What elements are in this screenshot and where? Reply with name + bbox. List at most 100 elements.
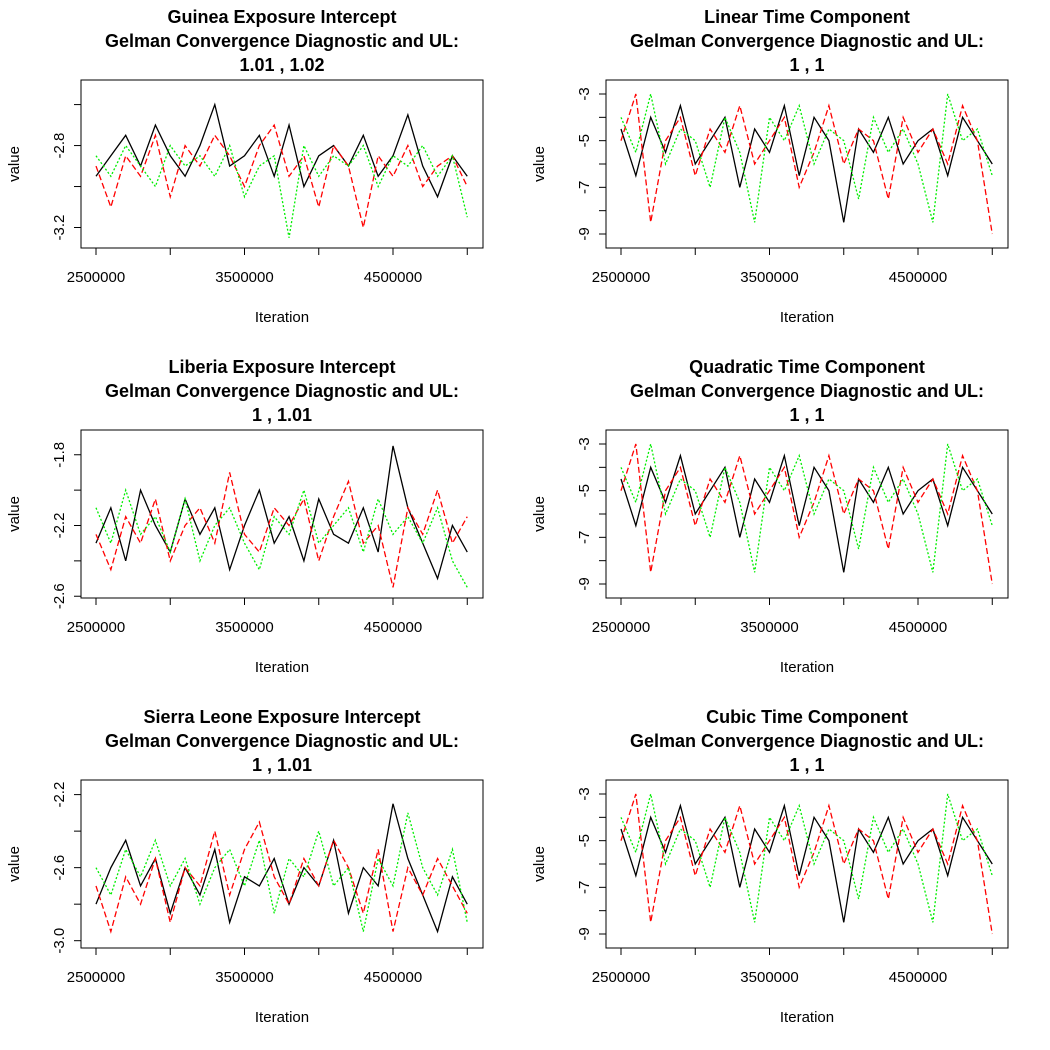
y-tick-label: -9 [576, 927, 593, 940]
y-axis-label: value [6, 846, 23, 882]
x-tick-label: 3500000 [215, 969, 273, 986]
traces [95, 803, 468, 934]
x-axis-label: Iteration [255, 659, 309, 676]
trace-line [620, 453, 993, 573]
y-tick-label: -5 [576, 834, 593, 847]
y-axis-label: value [531, 146, 548, 182]
chart-title: Gelman Convergence Diagnostic and UL: [630, 31, 984, 51]
trace-line [95, 445, 468, 581]
trace-line [620, 443, 993, 585]
x-tick-label: 3500000 [740, 269, 798, 286]
trace-line [95, 123, 468, 228]
x-tick-label: 4500000 [364, 619, 422, 636]
chart-title: Sierra Leone Exposure Intercept [143, 707, 420, 727]
x-tick-label: 2500000 [67, 969, 125, 986]
plot-box [80, 429, 484, 599]
chart-title: Guinea Exposure Intercept [167, 7, 396, 27]
x-tick-label: 4500000 [889, 269, 947, 286]
panel: Sierra Leone Exposure Intercept Gelman Co… [6, 707, 484, 1026]
chart-title: 1 , 1 [789, 755, 824, 775]
x-tick-label: 3500000 [740, 619, 798, 636]
x-tick-label: 3500000 [215, 619, 273, 636]
y-tick-label: -7 [576, 531, 593, 544]
panel: Quadratic Time Component Gelman Convergen… [531, 357, 1009, 676]
trace-line [620, 93, 993, 223]
chart-title: 1 , 1.01 [252, 405, 312, 425]
traces [95, 445, 468, 588]
chart-title: Gelman Convergence Diagnostic and UL: [630, 731, 984, 751]
y-tick-label: -2.2 [51, 782, 68, 808]
x-axis-label: Iteration [780, 1009, 834, 1026]
chart-title: Quadratic Time Component [689, 357, 925, 377]
x-axis-label: Iteration [780, 659, 834, 676]
x-tick-label: 4500000 [889, 969, 947, 986]
trace-line [95, 820, 468, 934]
x-axis-label: Iteration [255, 309, 309, 326]
x-tick-label: 2500000 [592, 969, 650, 986]
y-tick-label: -2.2 [51, 513, 68, 539]
chart-title: Liberia Exposure Intercept [168, 357, 395, 377]
y-tick-label: -1.8 [51, 442, 68, 468]
trace-line [620, 93, 993, 235]
x-tick-label: 3500000 [740, 969, 798, 986]
x-tick-label: 4500000 [889, 619, 947, 636]
chart-title: Gelman Convergence Diagnostic and UL: [630, 381, 984, 401]
y-axis-label: value [531, 496, 548, 532]
y-tick-label: -3 [576, 87, 593, 100]
x-tick-label: 3500000 [215, 269, 273, 286]
y-tick-label: -5 [576, 484, 593, 497]
trace-line [95, 812, 468, 932]
y-tick-label: -3.0 [51, 928, 68, 954]
y-tick-label: -2.6 [51, 855, 68, 881]
y-tick-label: -9 [576, 577, 593, 590]
trace-line [620, 803, 993, 923]
chart-title: Gelman Convergence Diagnostic and UL: [105, 731, 459, 751]
y-axis-label: value [6, 496, 23, 532]
trace-line [620, 793, 993, 923]
y-tick-label: -7 [576, 881, 593, 894]
x-tick-label: 4500000 [364, 969, 422, 986]
panel: Cubic Time Component Gelman Convergence D… [531, 707, 1009, 1026]
chart-title: Linear Time Component [704, 7, 910, 27]
trace-line [620, 793, 993, 935]
trace-line [95, 803, 468, 934]
chart-title: Gelman Convergence Diagnostic and UL: [105, 31, 459, 51]
chart-title: 1 , 1 [789, 405, 824, 425]
traces [95, 102, 468, 238]
y-tick-label: -9 [576, 227, 593, 240]
trace-line [620, 103, 993, 223]
chart-title: Cubic Time Component [706, 707, 908, 727]
y-tick-label: -3 [576, 437, 593, 450]
x-tick-label: 2500000 [592, 269, 650, 286]
y-tick-label: -2.6 [51, 583, 68, 609]
x-axis-label: Iteration [780, 309, 834, 326]
chart-title: 1.01 , 1.02 [239, 55, 324, 75]
x-tick-label: 2500000 [592, 619, 650, 636]
plot-box [80, 779, 484, 949]
panel: Liberia Exposure Intercept Gelman Converg… [6, 357, 484, 676]
x-tick-label: 2500000 [67, 269, 125, 286]
chart-title: Gelman Convergence Diagnostic and UL: [105, 381, 459, 401]
trace-line [95, 487, 468, 588]
x-tick-label: 4500000 [364, 269, 422, 286]
trace-line [620, 443, 993, 573]
trace-line [95, 472, 468, 588]
y-tick-label: -7 [576, 181, 593, 194]
chart-title: 1 , 1 [789, 55, 824, 75]
traces [620, 93, 993, 235]
y-tick-label: -5 [576, 134, 593, 147]
x-tick-label: 2500000 [67, 619, 125, 636]
y-tick-label: -3.2 [51, 215, 68, 241]
y-axis-label: value [531, 846, 548, 882]
panel: Linear Time Component Gelman Convergence … [531, 7, 1009, 326]
traces [620, 443, 993, 585]
chart-title: 1 , 1.01 [252, 755, 312, 775]
y-axis-label: value [6, 146, 23, 182]
panel: Guinea Exposure Intercept Gelman Converge… [6, 7, 484, 326]
trace-line [95, 143, 468, 238]
x-axis-label: Iteration [255, 1009, 309, 1026]
traces [620, 793, 993, 935]
y-tick-label: -3 [576, 787, 593, 800]
y-tick-label: -2.8 [51, 133, 68, 159]
